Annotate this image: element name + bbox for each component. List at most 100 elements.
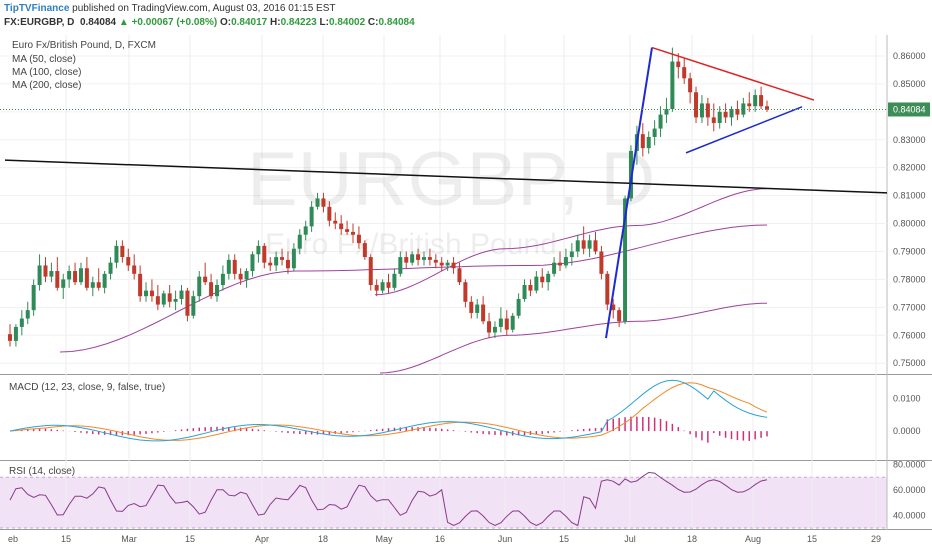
impulse-trendline bbox=[605, 47, 653, 339]
high-value: 0.84223 bbox=[280, 17, 317, 28]
candle-body bbox=[587, 240, 592, 249]
candle-body bbox=[433, 259, 438, 263]
candle-body bbox=[735, 109, 740, 115]
horizontal-trendline bbox=[4, 159, 888, 194]
candle-body bbox=[416, 254, 421, 260]
price-tick-label: 0.80000 bbox=[893, 219, 926, 229]
candle-body bbox=[173, 298, 178, 302]
candle-body bbox=[664, 109, 669, 115]
author-link[interactable]: TipTVFinance bbox=[4, 3, 70, 14]
quote-line: FX:EURGBP, D 0.84084 ▲ +0.00067 (+0.08%)… bbox=[4, 17, 415, 28]
price-tick-label: 0.78000 bbox=[893, 274, 926, 284]
candle-body bbox=[31, 285, 36, 311]
candle-body bbox=[84, 268, 89, 288]
candle-body bbox=[646, 136, 651, 149]
candle-body bbox=[439, 262, 444, 266]
candle-body bbox=[759, 95, 764, 107]
legend-ma200: MA (200, close) bbox=[12, 80, 82, 91]
macd-title: MACD (12, 23, close, 9, false, true) bbox=[9, 382, 165, 393]
candle-body bbox=[339, 223, 344, 230]
candle-body bbox=[457, 268, 462, 283]
candle-body bbox=[723, 111, 728, 118]
candle-body bbox=[250, 254, 255, 272]
last-price: 0.84084 bbox=[79, 17, 117, 28]
candle-body bbox=[351, 231, 356, 235]
candle-body bbox=[623, 198, 628, 322]
candle-body bbox=[73, 271, 78, 283]
candle-body bbox=[705, 103, 710, 118]
candle-body bbox=[356, 234, 361, 244]
candle-body bbox=[61, 279, 66, 288]
candle-body bbox=[546, 273, 551, 283]
candle-body bbox=[102, 273, 107, 288]
last-price-tag-label: 0.84084 bbox=[893, 104, 926, 114]
candle-body bbox=[144, 290, 149, 297]
ma100-line bbox=[59, 224, 768, 353]
candle-body bbox=[321, 198, 326, 207]
candle-body bbox=[43, 265, 48, 277]
candle-body bbox=[563, 257, 568, 266]
candle-body bbox=[492, 326, 497, 333]
price-tick-label: 0.83000 bbox=[893, 135, 926, 145]
candle-body bbox=[552, 262, 557, 274]
rsi-tick-label: 60.0000 bbox=[893, 485, 926, 495]
price-tick-label: 0.86000 bbox=[893, 51, 926, 61]
candle-body bbox=[599, 251, 604, 274]
candle-body bbox=[374, 285, 379, 291]
x-tick-label: 15 bbox=[61, 534, 71, 544]
candle-body bbox=[445, 262, 450, 266]
x-tick-label: 18 bbox=[687, 534, 697, 544]
candle-body bbox=[475, 304, 480, 313]
x-tick-label: 15 bbox=[185, 534, 195, 544]
candle-body bbox=[688, 78, 693, 93]
candle-body bbox=[333, 220, 338, 224]
candle-body bbox=[392, 273, 397, 288]
candle-body bbox=[297, 234, 302, 249]
pennant-lower-line bbox=[685, 106, 803, 154]
candle-body bbox=[717, 111, 722, 123]
x-tick-label: Jul bbox=[624, 534, 636, 544]
low-value: 0.84002 bbox=[328, 17, 366, 28]
candle-body bbox=[581, 240, 586, 249]
ma200-line bbox=[379, 302, 768, 374]
candle-body bbox=[55, 271, 60, 288]
candle-body bbox=[427, 257, 432, 260]
legend-ma100: MA (100, close) bbox=[12, 67, 82, 78]
candle-body bbox=[309, 206, 314, 227]
price-tick-label: 0.81000 bbox=[893, 191, 926, 201]
candle-body bbox=[593, 240, 598, 252]
candle-body bbox=[303, 226, 308, 235]
candle-body bbox=[605, 273, 610, 305]
candle-body bbox=[268, 262, 273, 266]
candle-body bbox=[670, 61, 675, 110]
legend-ma50: MA (50, close) bbox=[12, 54, 76, 65]
candle-body bbox=[510, 315, 515, 330]
candle-body bbox=[214, 285, 219, 297]
candle-body bbox=[90, 282, 95, 288]
rsi-tick-label: 40.0000 bbox=[893, 510, 926, 520]
macd-tick-label: 0.0000 bbox=[893, 426, 921, 436]
candle-body bbox=[765, 106, 769, 110]
candle-body bbox=[274, 257, 279, 266]
candle-body bbox=[569, 251, 574, 258]
candle-body bbox=[528, 285, 533, 291]
candle-body bbox=[167, 293, 172, 302]
candle-body bbox=[120, 245, 125, 258]
x-tick-label: 29 bbox=[871, 534, 881, 544]
candle-body bbox=[699, 103, 704, 118]
low-label: L: bbox=[319, 17, 329, 28]
candle-body bbox=[753, 95, 758, 107]
price-tick-label: 0.82000 bbox=[893, 163, 926, 173]
candle-body bbox=[285, 259, 290, 269]
candle-body bbox=[658, 114, 663, 129]
candle-body bbox=[25, 310, 30, 319]
candle-body bbox=[256, 245, 261, 255]
candle-body bbox=[540, 276, 545, 283]
candle-body bbox=[8, 334, 12, 341]
last-price-tag bbox=[888, 102, 930, 117]
candle-body bbox=[463, 282, 468, 302]
rsi-title: RSI (14, close) bbox=[9, 466, 75, 477]
x-tick-label: 15 bbox=[559, 534, 569, 544]
candle-body bbox=[291, 248, 296, 269]
